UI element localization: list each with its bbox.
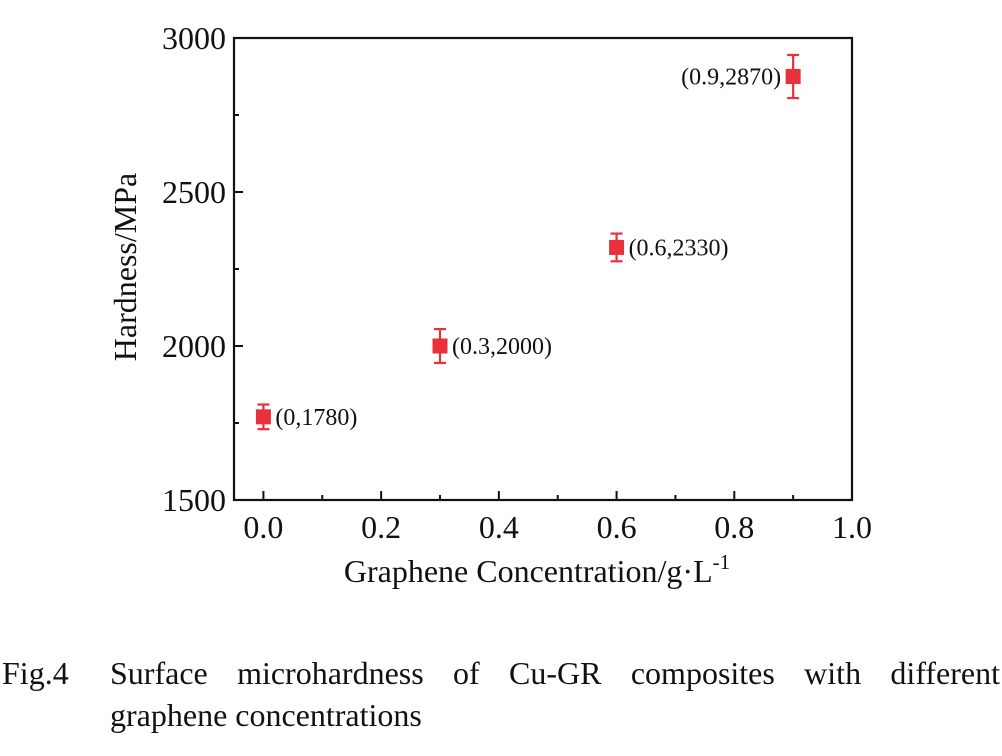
y-axis-title: Hardness/MPa: [107, 173, 143, 361]
x-axis-title-main: Graphene Concentration/g·L: [344, 553, 713, 589]
data-marker: [432, 338, 448, 354]
data-marker: [255, 409, 271, 425]
point-label: (0.6,2330): [629, 235, 729, 261]
data-marker: [785, 69, 801, 84]
x-tick-label: 1.0: [832, 509, 872, 545]
x-tick-label: 0.0: [243, 509, 283, 545]
tick-labels: 0.0 0.2 0.4 0.6 0.8 1.0 1500 2000 2500 3000: [162, 20, 872, 545]
data-marker: [609, 239, 625, 255]
x-axis-title: Graphene Concentration/g·L-1: [344, 550, 730, 589]
y-tick-label: 2000: [162, 328, 226, 364]
x-axis-title-superscript: -1: [713, 550, 731, 574]
y-tick-label: 3000: [162, 20, 226, 56]
figure-caption: Fig.4 Surface microhardness of Cu-GR com…: [2, 652, 1002, 736]
point-label: (0.9,2870): [681, 65, 781, 91]
figure-caption-label: Fig.4: [2, 655, 69, 691]
x-tick-label: 0.4: [479, 509, 519, 545]
y-tick-label: 1500: [162, 482, 226, 518]
point-label: (0.3,2000): [452, 334, 552, 360]
figure-caption-continuation: graphene concentrations: [110, 697, 422, 733]
point-labels: (0,1780) (0.3,2000) (0.6,2330) (0.9,2870): [275, 65, 781, 431]
hardness-chart: 0.0 0.2 0.4 0.6 0.8 1.0 1500 2000 2500 3000 (0,17…: [107, 20, 872, 589]
tick-marks: [234, 37, 853, 501]
point-label: (0,1780): [275, 405, 357, 431]
x-tick-label: 0.8: [714, 509, 754, 545]
x-tick-label: 0.2: [361, 509, 401, 545]
figure-caption-text: Surface microhardness of Cu-GR composite…: [110, 655, 1000, 691]
y-tick-label: 2500: [162, 174, 226, 210]
data-markers: [255, 69, 801, 425]
x-tick-label: 0.6: [597, 509, 637, 545]
